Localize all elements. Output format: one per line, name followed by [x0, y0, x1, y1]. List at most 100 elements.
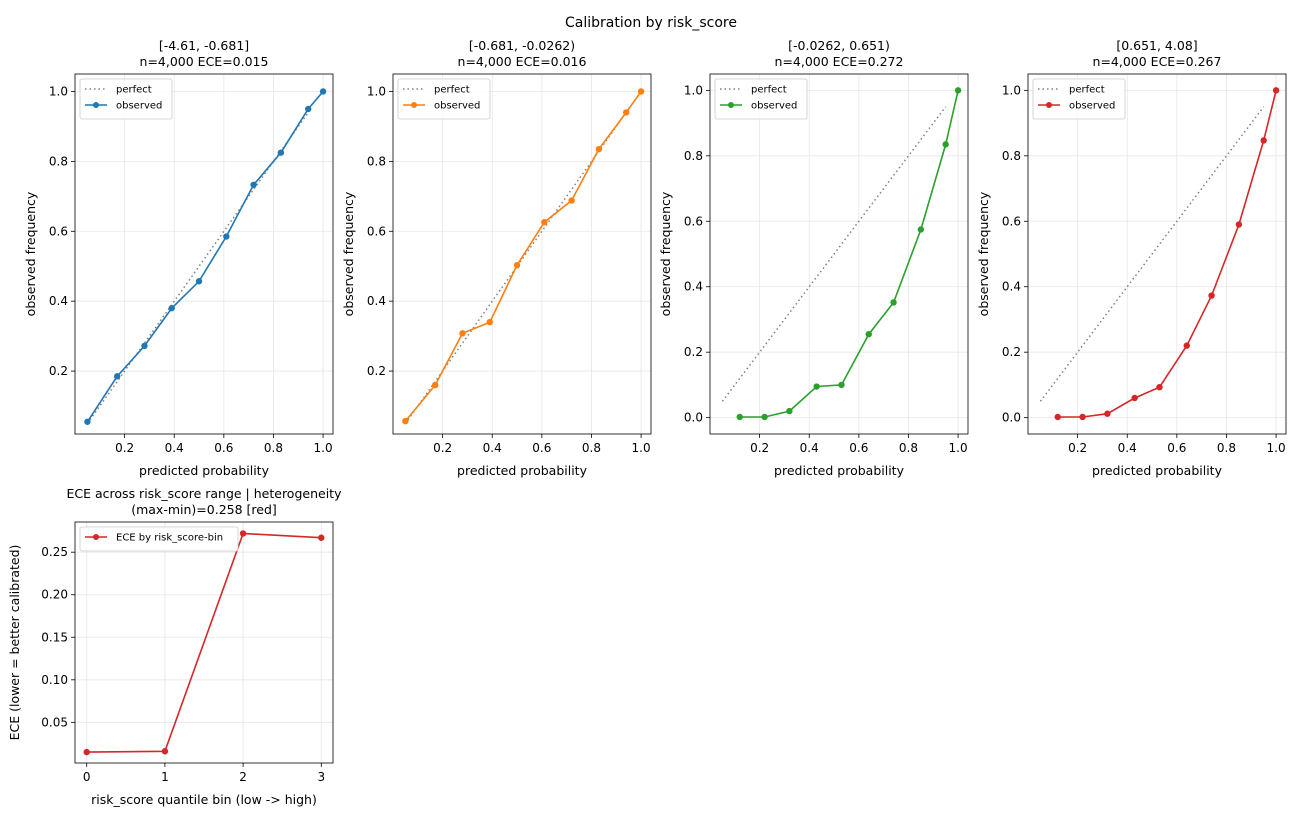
data-point: [83, 748, 90, 756]
legend: perfect observed: [714, 78, 808, 120]
y-tick-label: 0.4: [367, 294, 386, 308]
axes-frame: [74, 73, 334, 435]
panels: 0.2 0.4 0.6 0.8 1.0 0.2 0.4 0.6 0.8 1.0 [-4.61, -0…: [7, 38, 1287, 807]
data-point: [1054, 413, 1061, 421]
y-axis-label: observed frequency: [658, 191, 673, 316]
chart-panel-1: 0.2 0.4 0.6 0.8 1.0 0.2 0.4 0.6 0.8 1.0 [-4.61, -0…: [23, 38, 334, 478]
data-point: [541, 218, 548, 226]
y-tick-label: 0.4: [1002, 280, 1021, 294]
y-tick-label: 0.15: [41, 630, 68, 644]
legend-label: perfect: [116, 85, 152, 96]
chart-panel-5: 0 1 2 3 0.05 0.10 0.15 0.20 0.25 ECE across risk_…: [7, 486, 342, 807]
data-point: [786, 407, 793, 415]
data-point: [1208, 292, 1215, 299]
data-point: [1183, 342, 1190, 349]
x-tick-label: 0.2: [115, 441, 134, 455]
y-tick-label: 0.2: [1002, 345, 1021, 359]
legend-label: observed: [116, 101, 162, 112]
y-axis-label: ECE (lower = better calibrated): [7, 545, 22, 741]
chart-panel-3: 0.2 0.4 0.6 0.8 1.0 0.0 0.2 0.4 0.6 0.8 1.0 [-0.026…: [658, 38, 969, 478]
x-tick-label: 0: [83, 770, 91, 784]
series-line-perfect: [86, 108, 312, 424]
y-tick-label: 0.6: [367, 224, 386, 238]
data-point: [637, 88, 645, 95]
x-tick-label: 0.8: [582, 441, 601, 455]
legend-marker: [93, 534, 99, 540]
legend: perfect observed: [79, 78, 173, 120]
data-point: [813, 383, 820, 390]
y-axis-label: observed frequency: [976, 191, 991, 316]
x-tick-label: 1.0: [949, 441, 968, 455]
axes-frame: [1027, 73, 1287, 435]
chart-subtitle: n=4,000 ECE=0.015: [140, 54, 269, 69]
legend-marker: [411, 102, 417, 108]
x-tick-label: 0.6: [532, 441, 551, 455]
series-line-perfect: [721, 106, 947, 402]
legend-label: perfect: [434, 85, 470, 96]
y-tick-label: 0.8: [1002, 149, 1021, 163]
x-axis-label: predicted probability: [1092, 463, 1223, 478]
legend-label: observed: [1069, 101, 1115, 112]
data-point: [1131, 394, 1138, 402]
y-tick-label: 1.0: [367, 84, 386, 98]
data-point: [865, 330, 872, 338]
chart-subtitle: n=4,000 ECE=0.272: [775, 54, 904, 69]
y-tick-label: 1.0: [684, 83, 703, 97]
series-line-observed: [739, 90, 959, 418]
x-tick-label: 0.4: [483, 441, 502, 455]
data-point: [113, 373, 121, 380]
data-point: [595, 145, 603, 153]
y-tick-label: 1.0: [49, 84, 68, 98]
y-tick-label: 0.2: [367, 364, 386, 378]
y-tick-label: 0.8: [684, 149, 703, 163]
chart-panel-2: 0.2 0.4 0.6 0.8 1.0 0.2 0.4 0.6 0.8 1.0 [-0.681, -…: [341, 38, 652, 478]
data-point: [223, 233, 230, 240]
x-axis-label: predicted probability: [774, 463, 905, 478]
data-point: [1104, 410, 1111, 417]
y-tick-label: 0.6: [49, 224, 68, 238]
x-tick-label: 0.2: [433, 441, 452, 455]
x-axis-label: predicted probability: [139, 463, 270, 478]
x-tick-label: 1.0: [632, 441, 651, 455]
data-point: [1079, 413, 1086, 421]
data-point: [277, 149, 285, 156]
y-tick-label: 0.2: [49, 364, 68, 378]
data-point: [917, 226, 925, 233]
data-point: [239, 530, 247, 537]
axes-frame: [709, 73, 969, 435]
legend: perfect observed: [1032, 78, 1126, 120]
data-point: [622, 109, 630, 116]
legend-label: perfect: [751, 85, 787, 96]
axes-frame: [74, 521, 334, 764]
legend-marker: [728, 102, 734, 108]
x-tick-label: 2: [239, 770, 247, 784]
data-point: [304, 105, 312, 113]
y-tick-label: 0.20: [41, 588, 68, 602]
y-tick-label: 0.6: [1002, 214, 1021, 228]
chart-title: [-4.61, -0.681]: [159, 38, 249, 53]
y-tick-label: 0.8: [367, 154, 386, 168]
data-point: [761, 413, 768, 421]
x-tick-label: 0.4: [165, 441, 184, 455]
x-tick-label: 0.6: [849, 441, 868, 455]
y-tick-label: 0.8: [49, 154, 68, 168]
series-line-observed: [404, 91, 642, 422]
x-tick-label: 0.2: [1068, 441, 1087, 455]
series-line-perfect: [1039, 106, 1265, 402]
data-point: [250, 181, 257, 188]
figure-title: Calibration by risk_score: [565, 15, 737, 31]
legend-label: perfect: [1069, 85, 1105, 96]
x-tick-label: 0.4: [1118, 441, 1137, 455]
data-point: [318, 534, 325, 541]
data-point: [568, 197, 575, 204]
data-point: [141, 342, 148, 350]
chart-subtitle: (max-min)=0.258 [red]: [131, 502, 277, 517]
data-point: [402, 417, 409, 425]
data-point: [736, 413, 743, 421]
x-tick-label: 3: [317, 770, 325, 784]
data-point: [319, 88, 327, 95]
y-tick-label: 0.10: [41, 673, 68, 687]
data-point: [161, 748, 169, 755]
data-point: [513, 261, 521, 269]
